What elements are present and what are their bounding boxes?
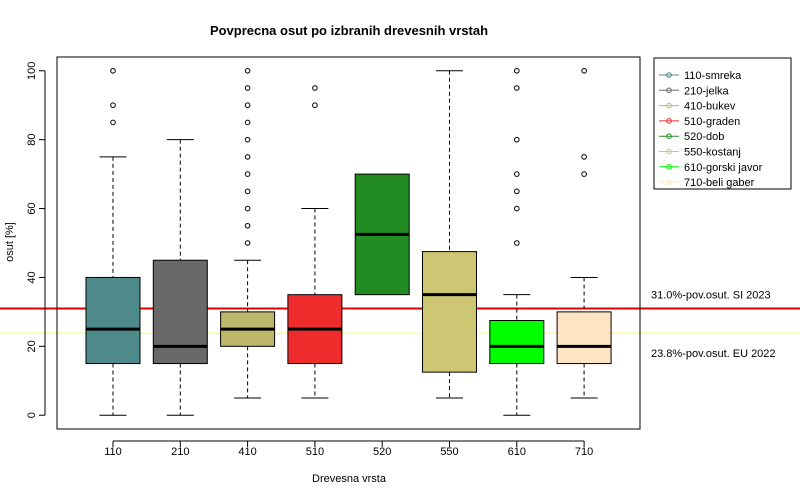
x-tick-label-5: 550: [440, 446, 458, 458]
legend-label-520: 520-dob: [684, 131, 724, 143]
y-tick-label-2: 40: [26, 271, 38, 283]
reference-labels: 31.0%-pov.osut. SI 2023 23.8%-pov.osut. E…: [651, 289, 776, 360]
legend-marker-550: [666, 148, 672, 155]
box-body-610: [489, 320, 545, 365]
box-520: [354, 173, 410, 296]
outlier-610-4: [514, 136, 520, 143]
y-tick-label-3: 60: [26, 202, 38, 214]
legend-marker-410: [666, 102, 672, 109]
x-tick-label-6: 610: [508, 446, 526, 458]
x-tick-label-4: 520: [373, 446, 391, 458]
plot-frame: [56, 56, 641, 430]
legend-item-110: 110-smreka: [659, 70, 742, 82]
outlier-610-2: [514, 188, 520, 195]
legend-label-510: 510-graden: [684, 116, 740, 128]
legend-item-520: 520-dob: [659, 131, 724, 143]
legend-marker-710: [666, 179, 672, 185]
y-axis-label: osut [%]: [4, 222, 16, 262]
outlier-110-1: [110, 102, 116, 109]
legend-marker-520: [666, 133, 672, 139]
outlier-110-2: [110, 67, 116, 74]
box-body-550: [422, 251, 477, 373]
legend-label-410: 410-bukev: [684, 101, 736, 113]
outlier-510-1: [312, 85, 318, 91]
box-510: [287, 85, 343, 399]
outlier-610-6: [514, 67, 520, 74]
outlier-410-3: [244, 188, 251, 195]
y-tick-label-0: 0: [26, 412, 38, 418]
chart-title: Povprecna osut po izbranih drevesnih vrs…: [210, 23, 488, 38]
boxes-layer: [85, 67, 612, 416]
y-axis: 0 20 40 60 80 100: [26, 62, 46, 418]
outlier-610-3: [514, 171, 520, 177]
outlier-410-5: [244, 154, 251, 160]
outlier-410-9: [244, 85, 251, 91]
x-axis-label: Drevesna vrsta: [312, 473, 387, 485]
y-tick-label-4: 80: [26, 134, 38, 146]
outlier-510-0: [312, 102, 318, 109]
legend-marker-210: [666, 87, 672, 94]
legend-item-610: 610-gorski javor: [659, 162, 763, 174]
reference-label-0: 31.0%-pov.osut. SI 2023: [651, 289, 771, 301]
box-550: [422, 70, 477, 399]
box-body-710: [556, 311, 612, 365]
x-tick-label-2: 410: [238, 446, 256, 458]
x-tick-label-0: 110: [104, 446, 122, 458]
legend-label-210: 210-jelka: [684, 85, 730, 97]
x-axis: 110 210 410 510 520 550 610 710: [104, 440, 593, 458]
outlier-110-0: [110, 119, 116, 126]
box-710: [556, 67, 612, 399]
outlier-710-1: [581, 154, 587, 160]
box-410: [220, 67, 276, 399]
legend-marker-510: [666, 118, 672, 124]
box-110: [85, 67, 141, 416]
x-tick-label-7: 710: [575, 446, 593, 458]
outlier-410-0: [244, 240, 251, 246]
outlier-610-1: [514, 205, 520, 212]
outlier-410-10: [244, 67, 251, 74]
outlier-410-1: [244, 222, 251, 229]
legend-label-710: 710-beli gaber: [684, 177, 755, 189]
legend-marker-110: [666, 72, 672, 78]
legend-label-550: 550-kostanj: [684, 147, 741, 159]
outlier-410-6: [244, 136, 251, 143]
outlier-610-5: [514, 85, 520, 91]
outlier-710-0: [581, 171, 587, 177]
box-body-210: [152, 259, 208, 365]
legend-label-610: 610-gorski javor: [684, 162, 763, 174]
legend-label-110: 110-smreka: [684, 70, 742, 82]
box-610: [489, 67, 545, 416]
legend-item-410: 410-bukev: [659, 101, 736, 113]
outlier-410-7: [244, 119, 251, 126]
legend-item-510: 510-graden: [659, 116, 740, 128]
reference-label-1: 23.8%-pov.osut. EU 2022: [651, 348, 776, 360]
box-body-110: [85, 276, 141, 365]
legend: 110-smreka 210-jelka 410-bukev 510-graden 52…: [653, 57, 792, 190]
outlier-410-2: [244, 205, 251, 212]
legend-item-710: 710-beli gaber: [659, 177, 755, 189]
outlier-710-2: [581, 67, 587, 74]
legend-marker-610: [666, 164, 672, 170]
outlier-410-8: [244, 102, 251, 109]
legend-item-550: 550-kostanj: [659, 147, 741, 159]
legend-item-210: 210-jelka: [659, 85, 730, 97]
outlier-610-0: [514, 240, 520, 246]
x-tick-label-1: 210: [171, 446, 189, 458]
outlier-410-4: [244, 171, 251, 177]
x-tick-label-3: 510: [306, 446, 324, 458]
y-tick-label-1: 20: [26, 340, 38, 352]
box-210: [152, 139, 208, 416]
y-tick-label-5: 100: [26, 62, 38, 80]
